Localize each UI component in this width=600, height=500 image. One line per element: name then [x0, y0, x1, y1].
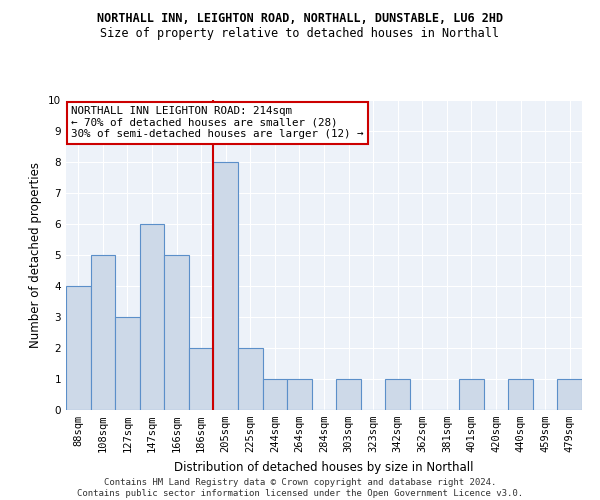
Bar	[164, 255, 189, 410]
Bar	[238, 348, 263, 410]
Bar	[214, 162, 238, 410]
Bar	[336, 379, 361, 410]
Bar	[91, 255, 115, 410]
Bar	[459, 379, 484, 410]
X-axis label: Distribution of detached houses by size in Northall: Distribution of detached houses by size …	[174, 460, 474, 473]
Text: Contains HM Land Registry data © Crown copyright and database right 2024.
Contai: Contains HM Land Registry data © Crown c…	[77, 478, 523, 498]
Bar	[263, 379, 287, 410]
Bar	[287, 379, 312, 410]
Bar	[115, 317, 140, 410]
Bar	[557, 379, 582, 410]
Bar	[508, 379, 533, 410]
Bar	[189, 348, 214, 410]
Text: NORTHALL INN LEIGHTON ROAD: 214sqm
← 70% of detached houses are smaller (28)
30%: NORTHALL INN LEIGHTON ROAD: 214sqm ← 70%…	[71, 106, 364, 140]
Bar	[385, 379, 410, 410]
Bar	[140, 224, 164, 410]
Text: NORTHALL INN, LEIGHTON ROAD, NORTHALL, DUNSTABLE, LU6 2HD: NORTHALL INN, LEIGHTON ROAD, NORTHALL, D…	[97, 12, 503, 26]
Y-axis label: Number of detached properties: Number of detached properties	[29, 162, 43, 348]
Text: Size of property relative to detached houses in Northall: Size of property relative to detached ho…	[101, 28, 499, 40]
Bar	[66, 286, 91, 410]
